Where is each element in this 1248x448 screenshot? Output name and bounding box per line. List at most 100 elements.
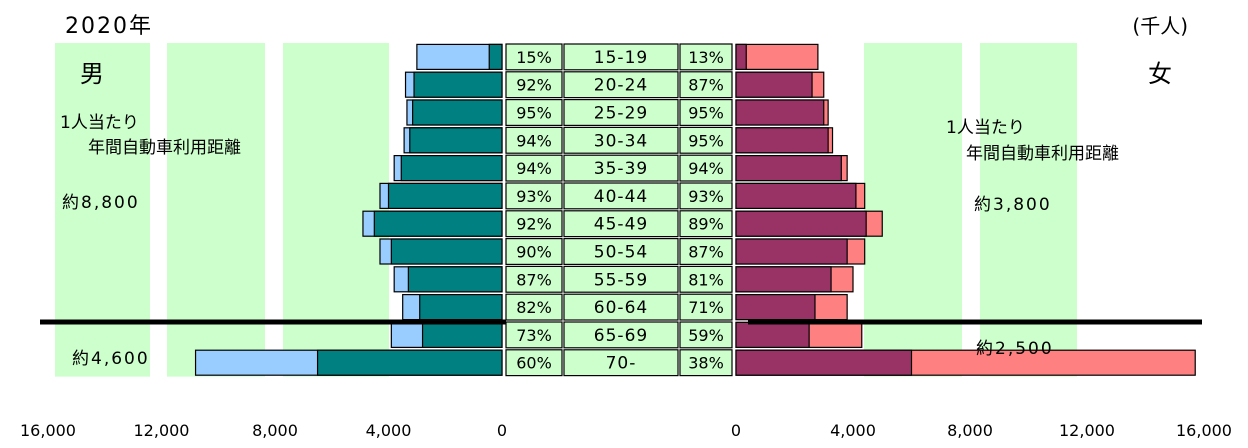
female-total-bar (735, 43, 819, 71)
male-pct-box (505, 321, 563, 349)
age-group-label: 25-29 (594, 104, 648, 124)
age-box (563, 321, 679, 349)
center-column: 15% 15-19 13% 92% 20-24 87% 95% 25-29 95% 94% 30-3… (505, 43, 733, 377)
female-upper-value: 約3,800 (974, 195, 1052, 215)
age-group-label: 40-44 (594, 187, 648, 207)
male-pct-label: 93% (516, 187, 552, 206)
female-x-tick-label: 16,000 (1176, 421, 1232, 440)
male-note-line2: 年間自動車利用距離 (88, 138, 241, 158)
male-pct-box (505, 210, 563, 238)
male-x-tick-label: 8,000 (252, 421, 298, 440)
female-pct-label: 95% (688, 104, 724, 123)
female-pct-box (679, 293, 733, 321)
female-pct-label: 89% (688, 215, 724, 234)
female-pct-label: 59% (688, 326, 724, 345)
age-group-label: 35-39 (594, 159, 648, 179)
male-pct-box (505, 98, 563, 126)
female-driver-bar (735, 182, 857, 209)
female-pct-box (679, 154, 733, 182)
male-pct-label: 15% (516, 48, 552, 67)
female-pct-label: 38% (688, 354, 724, 373)
male-upper-value: 約8,800 (62, 193, 140, 213)
male-pct-label: 92% (516, 215, 552, 234)
female-pct-box (679, 43, 733, 71)
age-box (563, 210, 679, 238)
female-driver-bar (735, 349, 913, 376)
age-group-label: 15-19 (594, 48, 648, 68)
age-group-label: 30-34 (594, 131, 648, 151)
age-group-label: 20-24 (594, 76, 648, 96)
female-driver-bar (735, 71, 813, 98)
male-driver-bar (316, 349, 503, 376)
female-pct-label: 95% (688, 131, 724, 150)
male-pct-label: 94% (516, 159, 552, 178)
male-total-bar (416, 43, 503, 71)
male-pct-label: 95% (516, 104, 552, 123)
male-pct-label: 87% (516, 270, 552, 289)
female-pct-box (679, 238, 733, 266)
male-note-line1: 1人当たり (60, 113, 139, 133)
male-label: 男 (80, 60, 104, 88)
unit-label: (千人) (1132, 14, 1188, 38)
female-pct-label: 13% (688, 48, 724, 67)
female-pct-box (679, 98, 733, 126)
male-pct-label: 94% (516, 131, 552, 150)
female-pct-box (679, 349, 733, 377)
male-pct-box (505, 349, 563, 377)
male-pct-label: 60% (516, 354, 552, 373)
age-group-label: 70- (606, 354, 637, 374)
female-pct-label: 87% (688, 76, 724, 95)
age-group-label: 65-69 (594, 326, 648, 346)
male-driver-bar (412, 99, 503, 126)
male-pct-label: 82% (516, 298, 552, 317)
male-pct-box (505, 154, 563, 182)
female-label: 女 (1148, 60, 1172, 88)
age-box (563, 98, 679, 126)
female-driver-bar (735, 321, 810, 348)
age-box (563, 182, 679, 210)
age-box (563, 265, 679, 293)
age-group-label: 50-54 (594, 243, 648, 263)
female-x-tick-label: 12,000 (1059, 421, 1115, 440)
female-driver-bar (735, 99, 825, 126)
female-note-line2: 年間自動車利用距離 (966, 144, 1119, 164)
female-driver-bar (735, 294, 816, 321)
male-driver-bar (421, 321, 503, 348)
female-note-line1: 1人当たり (946, 118, 1025, 138)
female-pct-label: 94% (688, 159, 724, 178)
age-box (563, 349, 679, 377)
age-box (563, 126, 679, 154)
age-group-label: 60-64 (594, 298, 648, 318)
female-pct-box (679, 71, 733, 99)
male-pct-label: 73% (516, 326, 552, 345)
male-driver-bar (373, 210, 503, 237)
male-pct-label: 90% (516, 243, 552, 262)
male-driver-bar (419, 294, 503, 321)
male-pct-box (505, 293, 563, 321)
female-pct-label: 71% (688, 298, 724, 317)
male-pct-box (505, 126, 563, 154)
male-pct-label: 92% (516, 76, 552, 95)
female-pct-box (679, 265, 733, 293)
age-box (563, 238, 679, 266)
male-driver-bar (390, 238, 503, 265)
female-driver-bar (735, 238, 848, 265)
female-pct-box (679, 126, 733, 154)
female-driver-bar (735, 127, 829, 154)
female-driver-bar (735, 266, 832, 293)
background-band (167, 43, 265, 377)
female-x-tick-label: 0 (731, 421, 741, 440)
male-driver-bar (488, 43, 503, 71)
female-lower-value: 約2,500 (976, 339, 1054, 359)
female-pct-label: 81% (688, 270, 724, 289)
male-driver-bar (409, 127, 503, 154)
male-x-tick-label: 4,000 (366, 421, 412, 440)
male-x-tick-label: 0 (497, 421, 507, 440)
age-box (563, 43, 679, 71)
male-x-tick-label: 12,000 (134, 421, 190, 440)
male-x-tick-label: 16,000 (20, 421, 76, 440)
age-group-label: 45-49 (594, 215, 648, 235)
male-driver-bar (400, 155, 503, 182)
female-x-tick-label: 4,000 (830, 421, 876, 440)
